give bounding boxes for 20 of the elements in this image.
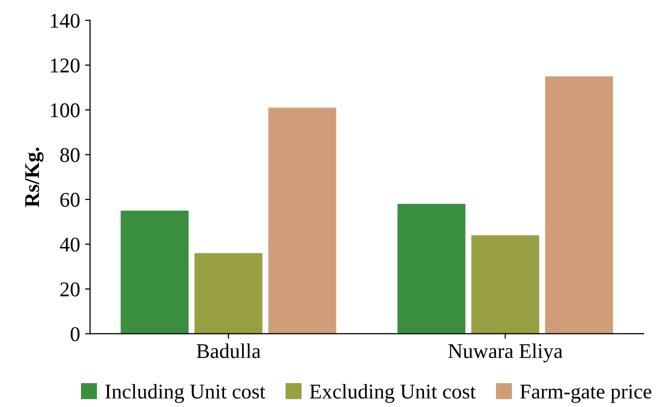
legend-label: Including Unit cost (105, 384, 266, 403)
bar (268, 108, 336, 334)
y-tick-label: 60 (60, 192, 80, 207)
y-tick-label: 40 (60, 238, 80, 252)
y-tick-label: 80 (60, 148, 80, 162)
bar (120, 210, 189, 334)
y-tick-label: 20 (60, 282, 80, 296)
y-axis-title: Rs/Kg. (25, 148, 44, 208)
y-tick-label: 0 (70, 327, 80, 342)
bar (194, 253, 262, 334)
legend-label: Farm-gate price (520, 384, 652, 403)
bar (397, 204, 466, 334)
bar (471, 235, 540, 334)
y-tick-label: 120 (50, 58, 80, 73)
y-tick-label: 140 (50, 14, 80, 28)
x-tick-label: Badulla (196, 343, 261, 358)
x-tick-label: Nuwara Eliya (448, 343, 563, 362)
bar (545, 76, 614, 334)
legend-label: Excluding Unit cost (310, 384, 476, 403)
y-tick-label: 100 (50, 103, 80, 118)
